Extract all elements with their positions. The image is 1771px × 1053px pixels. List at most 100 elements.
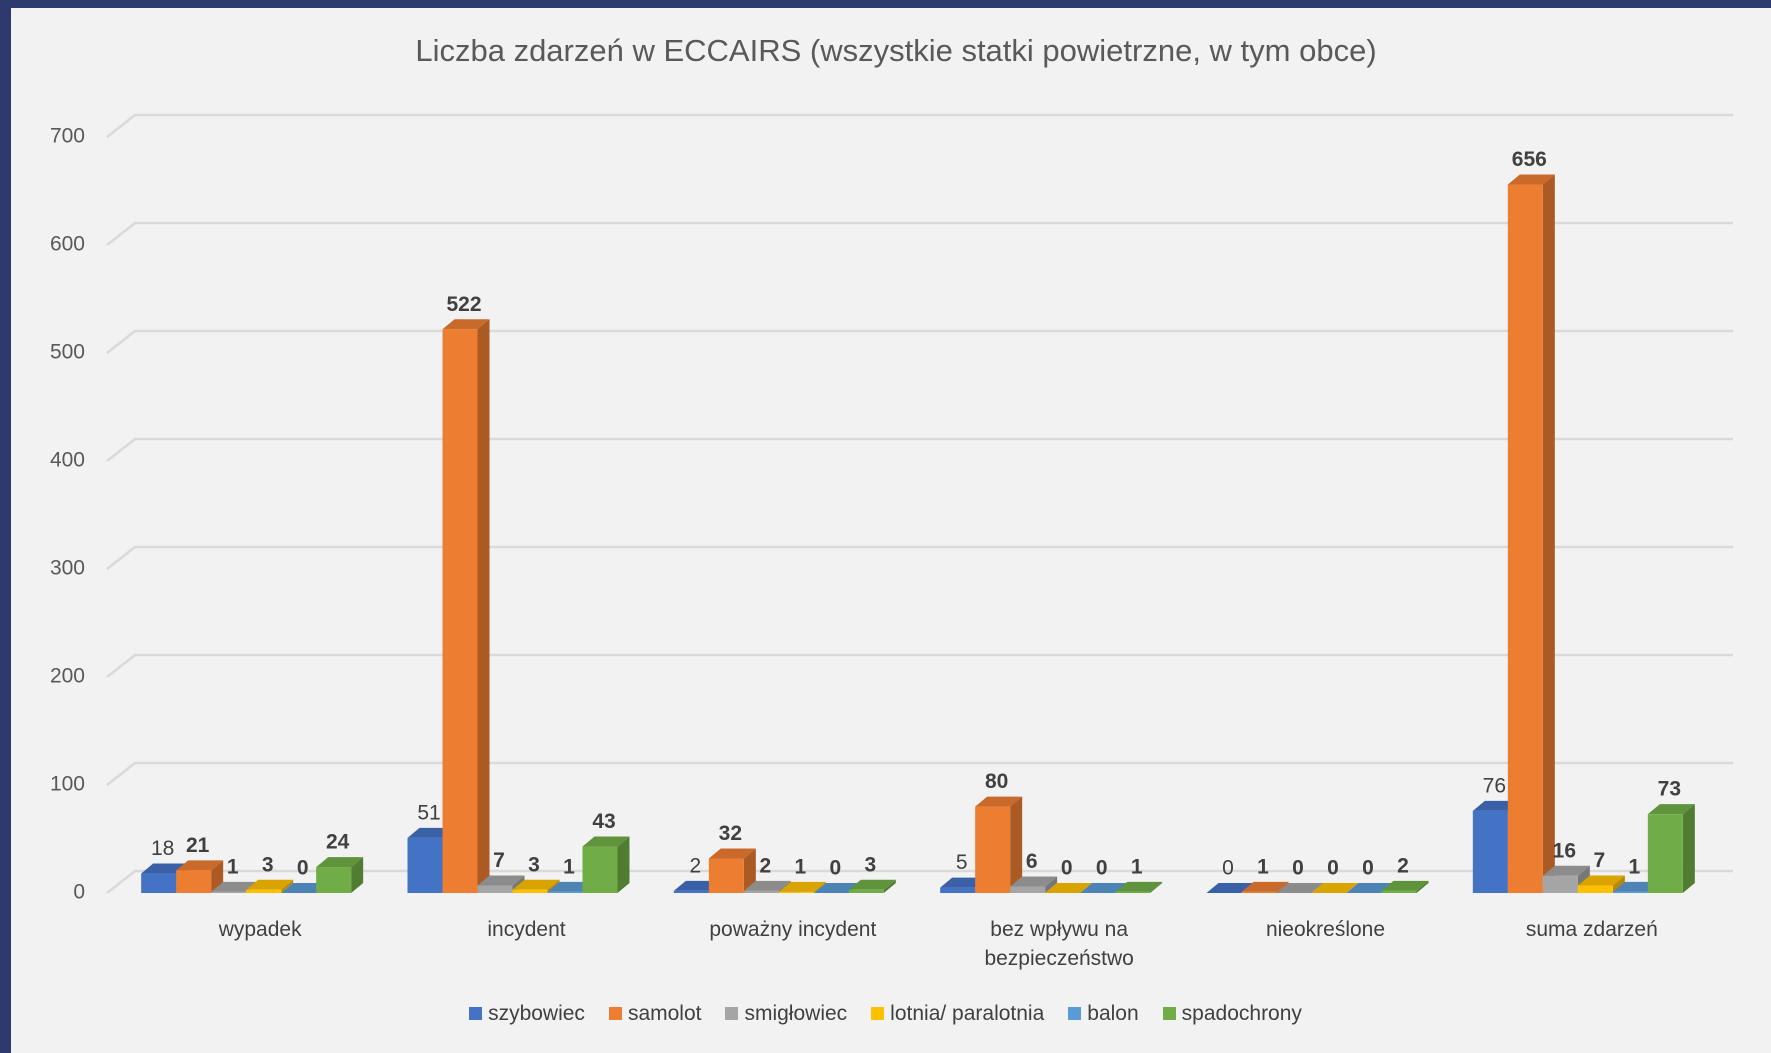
data-label: 1 <box>794 855 806 878</box>
data-label: 0 <box>297 857 309 880</box>
bar <box>1381 890 1417 893</box>
bar <box>316 867 352 893</box>
data-label: 2 <box>1397 854 1409 877</box>
bar-side <box>281 879 294 893</box>
data-label: 16 <box>1553 839 1576 862</box>
bar-top <box>211 881 259 892</box>
legend-item: balon <box>1068 1002 1139 1026</box>
bar-top <box>848 879 896 890</box>
legend-label: smigłowiec <box>744 1002 848 1025</box>
bar-side <box>477 319 490 893</box>
x-tick-label: nieokreślone <box>1265 918 1386 941</box>
bar-top <box>512 879 560 890</box>
data-label: 0 <box>1222 857 1234 880</box>
bar-top <box>176 860 224 871</box>
grid-line <box>106 653 1733 678</box>
data-label: 0 <box>1292 857 1304 880</box>
grid-line <box>106 869 1733 894</box>
bar-top <box>1115 881 1163 892</box>
bar <box>176 870 212 893</box>
bar-side <box>743 848 756 893</box>
bar <box>1612 891 1648 893</box>
data-label: 3 <box>262 853 274 876</box>
bar <box>1010 886 1046 893</box>
bar-top <box>1276 883 1324 893</box>
data-label: 1 <box>1628 855 1640 878</box>
data-label: 2 <box>759 854 771 877</box>
legend-item: smigłowiec <box>725 1002 847 1026</box>
bar-top <box>582 836 630 847</box>
data-label: 1 <box>1131 855 1143 878</box>
bar <box>848 889 884 893</box>
bar <box>940 887 976 893</box>
data-label: 0 <box>1096 857 1108 880</box>
bar <box>477 885 513 893</box>
bar-top <box>1311 883 1359 893</box>
legend-item: samolot <box>608 1002 701 1026</box>
bar <box>211 891 247 893</box>
x-tick-label: bez wpływu na bezpieczeństwo <box>984 918 1134 970</box>
x-tick-label: wypadek <box>218 918 302 941</box>
bar-top <box>246 879 294 890</box>
data-label: 0 <box>1327 857 1339 880</box>
legend-swatch <box>1068 1007 1082 1020</box>
bar-top <box>1045 883 1093 893</box>
grid-line <box>106 437 1733 462</box>
bar-top <box>1577 875 1625 886</box>
bar-top <box>316 857 364 868</box>
bar <box>582 846 618 893</box>
data-label: 51 <box>417 801 440 824</box>
data-label: 1 <box>227 855 239 878</box>
data-label: 6 <box>1026 850 1038 873</box>
bar <box>512 889 548 893</box>
legend-label: spadochrony <box>1181 1002 1302 1025</box>
bar-top <box>708 848 756 859</box>
bar-side <box>883 879 896 893</box>
y-tick-label: 100 <box>50 773 85 796</box>
bar <box>442 329 478 893</box>
legend-label: szybowiec <box>488 1002 585 1025</box>
legend-label: balon <box>1087 1002 1139 1025</box>
legend: szybowiec samolot smigłowiec lotnia/ paralo… <box>0 1002 1771 1026</box>
data-label: 7 <box>1593 849 1605 872</box>
data-label: 5 <box>956 851 968 874</box>
data-label: 43 <box>592 810 615 833</box>
y-tick-label: 200 <box>50 665 85 688</box>
legend-swatch <box>871 1007 885 1020</box>
data-label: 0 <box>829 857 841 880</box>
grid-line <box>106 329 1733 354</box>
y-tick-label: 0 <box>73 881 85 904</box>
data-label: 76 <box>1483 774 1506 797</box>
bar-top <box>975 796 1023 807</box>
bar-top <box>1381 880 1429 891</box>
legend-swatch <box>469 1007 483 1020</box>
data-label: 0 <box>1362 857 1374 880</box>
bar <box>673 890 709 893</box>
bar-side <box>1276 881 1289 893</box>
bar-side <box>1416 880 1429 893</box>
bar <box>1542 875 1578 893</box>
grid-line <box>106 545 1733 570</box>
legend-swatch <box>725 1007 739 1020</box>
legend-label: lotnia/ paralotnia <box>890 1002 1045 1025</box>
legend-swatch <box>608 1007 622 1020</box>
bar-side <box>1010 796 1023 893</box>
chart-title: Liczba zdarzeń w ECCAIRS (wszystkie stat… <box>415 33 1376 68</box>
data-label: 24 <box>326 831 350 854</box>
data-label: 7 <box>493 849 505 872</box>
y-tick-label: 300 <box>50 557 85 580</box>
bar-side <box>1045 876 1058 893</box>
bar-top <box>477 875 525 886</box>
data-label: 3 <box>528 853 540 876</box>
bar-top <box>1346 883 1394 893</box>
y-tick-label: 700 <box>50 125 85 148</box>
x-tick-label: suma zdarzeń <box>1525 918 1658 941</box>
bar <box>141 873 177 893</box>
x-tick-label: poważny incydent <box>709 918 877 941</box>
bar <box>1577 885 1613 893</box>
y-tick-label: 600 <box>50 233 85 256</box>
bar <box>743 890 779 893</box>
bar <box>1115 891 1151 893</box>
